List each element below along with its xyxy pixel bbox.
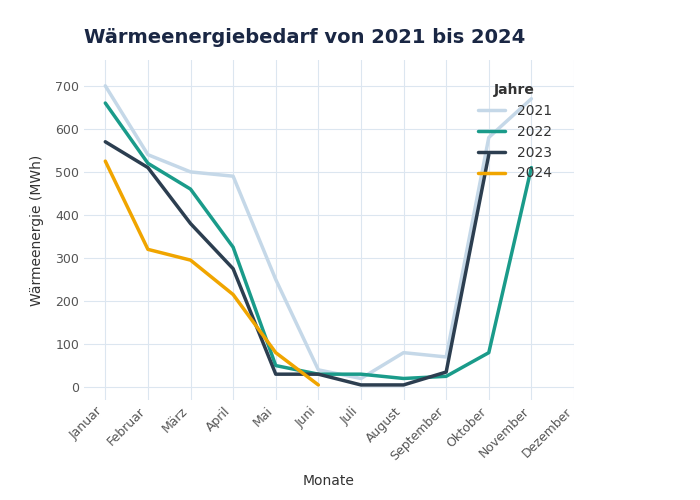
2021 (484, 134, 493, 140)
2022 (229, 244, 237, 250)
X-axis label: Monate: Monate (303, 474, 355, 488)
2022 (144, 160, 152, 166)
2021 (186, 169, 195, 175)
2024 (314, 382, 323, 388)
2023 (442, 369, 450, 375)
2021 (314, 367, 323, 373)
Line: 2023: 2023 (105, 142, 489, 385)
2022 (527, 164, 536, 170)
Line: 2024: 2024 (105, 161, 318, 385)
2021 (229, 173, 237, 179)
Y-axis label: Wärmeenergie (MWh): Wärmeenergie (MWh) (30, 154, 44, 306)
2022 (186, 186, 195, 192)
2023 (229, 266, 237, 272)
Text: Wärmeenergiebedarf von 2021 bis 2024: Wärmeenergiebedarf von 2021 bis 2024 (84, 28, 525, 48)
2022 (272, 362, 280, 368)
2024 (229, 292, 237, 298)
2023 (272, 371, 280, 377)
Legend: 2021, 2022, 2023, 2024: 2021, 2022, 2023, 2024 (472, 77, 557, 186)
2024 (186, 257, 195, 263)
Line: 2021: 2021 (105, 86, 531, 378)
2022 (314, 371, 323, 377)
2023 (186, 220, 195, 226)
2023 (314, 371, 323, 377)
2021 (357, 376, 365, 382)
2021 (442, 354, 450, 360)
2021 (272, 276, 280, 282)
2021 (144, 152, 152, 158)
2021 (400, 350, 408, 356)
2024 (144, 246, 152, 252)
2021 (101, 83, 109, 89)
2023 (357, 382, 365, 388)
2022 (400, 376, 408, 382)
Line: 2022: 2022 (105, 103, 531, 378)
2022 (101, 100, 109, 106)
2022 (357, 371, 365, 377)
2021 (527, 96, 536, 102)
2024 (272, 350, 280, 356)
2023 (101, 139, 109, 145)
2023 (144, 164, 152, 170)
2022 (442, 374, 450, 380)
2024 (101, 158, 109, 164)
2022 (484, 350, 493, 356)
2023 (400, 382, 408, 388)
2023 (484, 152, 493, 158)
